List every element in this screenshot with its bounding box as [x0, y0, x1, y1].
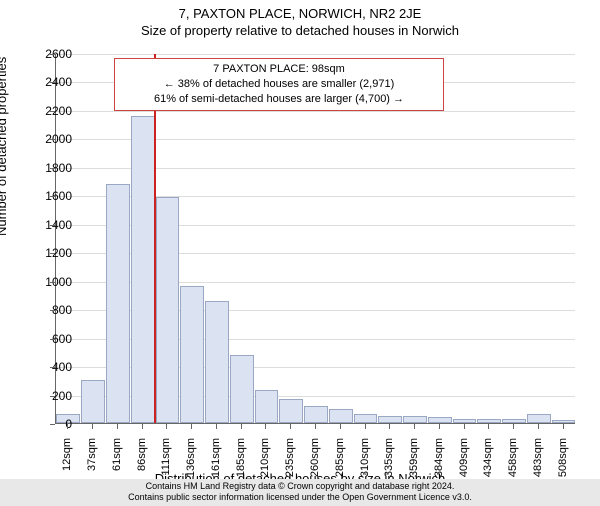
x-tick-mark — [290, 424, 291, 429]
x-tick-mark — [166, 424, 167, 429]
x-tick-label: 210sqm — [259, 438, 271, 488]
histogram-bar — [81, 380, 105, 423]
annotation-line: 7 PAXTON PLACE: 98sqm — [121, 62, 437, 77]
histogram-bar — [552, 420, 576, 423]
x-tick-mark — [241, 424, 242, 429]
y-axis-label: Number of detached properties — [0, 57, 9, 236]
page-subtitle: Size of property relative to detached ho… — [0, 23, 600, 38]
chart-plot-area: 7 PAXTON PLACE: 98sqm← 38% of detached h… — [55, 54, 575, 424]
y-tick-mark — [50, 424, 55, 425]
histogram-bar — [156, 197, 180, 423]
x-tick-label: 136sqm — [185, 438, 197, 488]
y-tick-mark — [50, 339, 55, 340]
x-tick-mark — [365, 424, 366, 429]
footer-line2: Contains public sector information licen… — [4, 492, 596, 504]
x-tick-label: 235sqm — [284, 438, 296, 488]
x-tick-mark — [513, 424, 514, 429]
x-tick-label: 508sqm — [557, 438, 569, 488]
annotation-box: 7 PAXTON PLACE: 98sqm← 38% of detached h… — [114, 58, 444, 111]
histogram-bar — [279, 399, 303, 423]
x-tick-label: 37sqm — [86, 438, 98, 488]
x-tick-mark — [117, 424, 118, 429]
x-tick-label: 483sqm — [532, 438, 544, 488]
x-tick-label: 185sqm — [235, 438, 247, 488]
x-tick-label: 384sqm — [433, 438, 445, 488]
y-tick-mark — [50, 225, 55, 226]
histogram-bar — [453, 419, 477, 423]
histogram-bar — [477, 419, 501, 423]
histogram-bar — [205, 301, 229, 423]
annotation-line: 61% of semi-detached houses are larger (… — [121, 92, 437, 107]
x-tick-mark — [315, 424, 316, 429]
x-tick-mark — [142, 424, 143, 429]
histogram-bar — [106, 184, 130, 423]
x-tick-label: 12sqm — [61, 438, 73, 488]
y-tick-mark — [50, 168, 55, 169]
histogram-bar — [304, 406, 328, 423]
x-tick-mark — [265, 424, 266, 429]
x-tick-mark — [439, 424, 440, 429]
x-tick-label: 86sqm — [136, 438, 148, 488]
x-tick-mark — [67, 424, 68, 429]
histogram-bar — [378, 416, 402, 423]
y-tick-mark — [50, 310, 55, 311]
histogram-bar — [428, 417, 452, 423]
y-tick-mark — [50, 196, 55, 197]
y-tick-mark — [50, 111, 55, 112]
y-tick-mark — [50, 82, 55, 83]
x-tick-mark — [216, 424, 217, 429]
x-tick-mark — [92, 424, 93, 429]
x-tick-label: 61sqm — [111, 438, 123, 488]
y-tick-mark — [50, 139, 55, 140]
y-tick-mark — [50, 282, 55, 283]
x-tick-mark — [563, 424, 564, 429]
x-tick-label: 260sqm — [309, 438, 321, 488]
x-tick-mark — [414, 424, 415, 429]
y-tick-mark — [50, 54, 55, 55]
histogram-bar — [255, 390, 279, 423]
histogram-bar — [230, 355, 254, 423]
x-tick-label: 111sqm — [160, 438, 172, 488]
histogram-bar — [527, 414, 551, 423]
histogram-bar — [354, 414, 378, 423]
y-tick-mark — [50, 253, 55, 254]
x-tick-label: 335sqm — [383, 438, 395, 488]
histogram-bar — [180, 286, 204, 423]
x-tick-mark — [191, 424, 192, 429]
x-tick-label: 359sqm — [408, 438, 420, 488]
gridline — [56, 54, 575, 55]
x-tick-label: 285sqm — [334, 438, 346, 488]
x-tick-mark — [488, 424, 489, 429]
x-tick-label: 310sqm — [359, 438, 371, 488]
gridline — [56, 111, 575, 112]
histogram-bar — [131, 116, 155, 423]
x-tick-label: 434sqm — [482, 438, 494, 488]
page-title: 7, PAXTON PLACE, NORWICH, NR2 2JE — [0, 6, 600, 21]
y-tick-mark — [50, 367, 55, 368]
y-tick-mark — [50, 396, 55, 397]
histogram-bar — [502, 419, 526, 423]
x-tick-label: 161sqm — [210, 438, 222, 488]
histogram-bar — [329, 409, 353, 423]
x-tick-mark — [464, 424, 465, 429]
x-tick-label: 409sqm — [458, 438, 470, 488]
histogram-bar — [403, 416, 427, 423]
x-tick-mark — [389, 424, 390, 429]
x-tick-label: 458sqm — [507, 438, 519, 488]
annotation-line: ← 38% of detached houses are smaller (2,… — [121, 77, 437, 92]
x-tick-mark — [538, 424, 539, 429]
x-tick-mark — [340, 424, 341, 429]
